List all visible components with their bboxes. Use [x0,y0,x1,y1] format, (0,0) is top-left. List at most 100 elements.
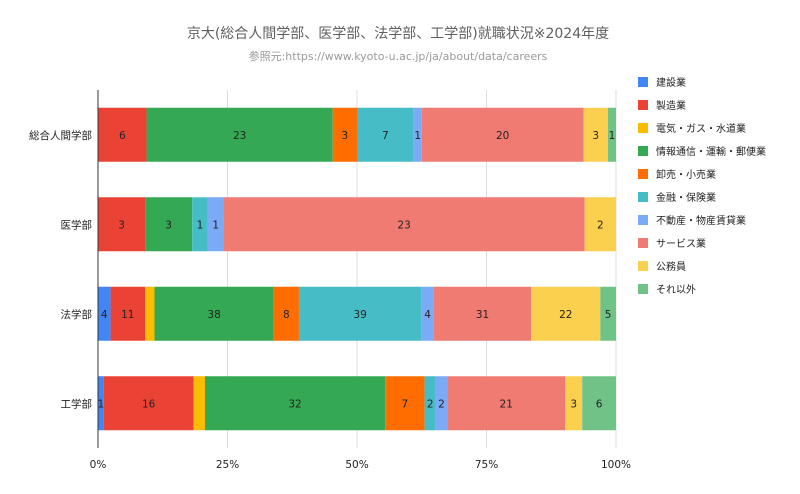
data-label: 3 [592,130,599,142]
bar-segment [192,197,208,252]
data-label: 23 [397,219,410,231]
legend-swatch [638,215,648,225]
data-label: 1 [414,130,421,142]
x-tick-label: 100% [601,459,631,471]
bar-segment [447,376,566,431]
legend: 建設業製造業電気・ガス・水道業情報通信・運輸・郵便業卸売・小売業金融・保険業不動… [638,76,766,296]
legend-label: サービス業 [656,237,706,250]
bar-segment [600,286,616,341]
bar-segment [413,107,422,162]
x-tick-label: 50% [345,459,368,471]
data-label: 8 [283,309,290,321]
data-label: 2 [427,398,434,410]
bar-segment [207,197,224,252]
legend-swatch [638,77,648,87]
legend-label: 卸売・小売業 [656,168,716,181]
legend-label: 情報通信・運輸・郵便業 [656,145,766,158]
bar-segment [421,286,434,341]
legend-swatch [638,100,648,110]
bar-segment [223,197,585,252]
data-label: 1 [609,130,616,142]
bar-segment [565,376,583,431]
legend-label: 金融・保険業 [656,191,716,204]
legend-swatch [638,284,648,294]
legend-swatch [638,123,648,133]
bar-segment [583,107,608,162]
bar-segment [145,286,155,341]
data-label: 7 [382,130,389,142]
bars: 6 23 3 7 1 20 3 13 3 1 1 23 24 11 38 8 39 4 31 22 51 16 32 7 2 2 2… [97,107,616,431]
data-label: 11 [121,309,134,321]
category-label: 工学部 [61,397,93,410]
chart-title: 京大(総合人間学部、医学部、法学部、工学部)就職状況※2024年度 [187,26,609,42]
data-label: 16 [142,398,156,410]
bar-segment [424,376,436,431]
bar-segment [98,107,147,162]
data-label: 1 [197,219,204,231]
data-label: 21 [500,398,513,410]
data-label: 6 [119,130,126,142]
data-label: 23 [233,130,246,142]
category-label: 総合人間学部 [29,129,92,142]
x-tick-label: 75% [475,459,498,471]
bar-segment [531,286,601,341]
data-label: 7 [402,398,409,410]
data-label: 2 [597,219,604,231]
legend-label: 製造業 [656,99,686,112]
category-label: 医学部 [61,218,93,231]
data-label: 22 [559,309,572,321]
bar-segment [584,197,616,252]
x-tick-label: 0% [90,459,107,471]
bar-segment [582,376,616,431]
bar-segment [385,376,425,431]
bar-segment [110,286,146,341]
bar-segment [193,376,205,431]
bar-segment [145,197,193,252]
bar-segment [103,376,194,431]
bar-segment [332,107,357,162]
legend-swatch [638,169,648,179]
chart-subtitle: 参照元:https://www.kyoto-u.ac.jp/ja/about/d… [249,49,548,63]
bar-segment [146,107,333,162]
data-label: 39 [353,309,366,321]
data-label: 1 [97,398,104,410]
bar-segment [435,376,448,431]
bar-segment [204,376,386,431]
data-label: 3 [342,130,349,142]
data-label: 3 [165,219,172,231]
bar-segment [607,107,616,162]
data-label: 2 [438,398,445,410]
legend-label: 公務員 [656,260,686,273]
bar-segment [421,107,584,162]
legend-label: それ以外 [656,284,696,296]
bar-segment [98,197,146,252]
legend-label: 電気・ガス・水道業 [656,122,746,135]
bar-segment [357,107,414,162]
data-label: 6 [596,398,603,410]
data-label: 3 [570,398,577,410]
legend-swatch [638,238,648,248]
x-tick-label: 25% [216,459,239,471]
data-label: 5 [605,309,612,321]
data-label: 32 [288,398,301,410]
bar-segment [273,286,299,341]
legend-swatch [638,192,648,202]
data-label: 20 [496,130,509,142]
data-label: 4 [424,309,431,321]
legend-label: 不動産・物産賃貸業 [656,214,746,227]
data-label: 38 [207,309,220,321]
legend-label: 建設業 [656,76,686,89]
bar-segment [154,286,274,341]
bar-segment [98,286,111,341]
bar-segment [433,286,532,341]
bar-segment [98,376,104,431]
data-label: 31 [476,309,489,321]
legend-swatch [638,261,648,271]
bar-segment [298,286,422,341]
data-label: 4 [101,309,108,321]
data-label: 1 [212,219,219,231]
data-label: 3 [118,219,125,231]
category-label: 法学部 [61,308,93,321]
